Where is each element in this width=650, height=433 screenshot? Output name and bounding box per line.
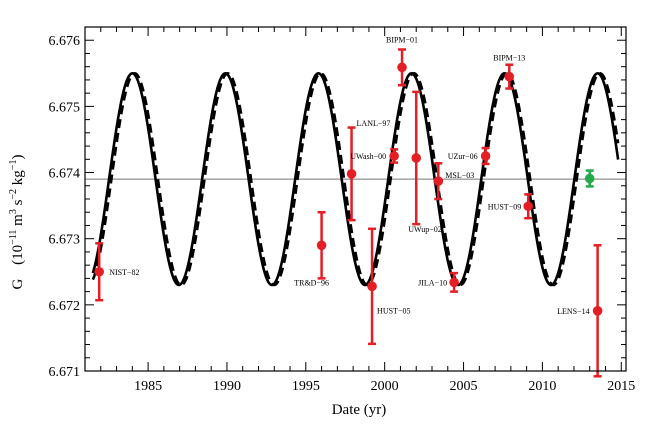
y-tick-label: 6.673 bbox=[49, 233, 81, 248]
point-label: TR&D−96 bbox=[294, 278, 329, 287]
fit-curves bbox=[91, 71, 620, 287]
point-label: BIPM−01 bbox=[386, 35, 418, 44]
point-marker bbox=[523, 201, 534, 212]
point-marker bbox=[316, 240, 327, 251]
data-point bbox=[316, 210, 327, 280]
y-axis-title: G (10−11 m3 s−2 kg−1) bbox=[8, 155, 26, 290]
x-tick-label: 2000 bbox=[371, 379, 399, 394]
x-tick-label: 2010 bbox=[528, 379, 556, 394]
plot-frame bbox=[84, 26, 627, 372]
data-point bbox=[584, 169, 595, 188]
point-marker bbox=[480, 151, 491, 161]
data-points: NIST−82 TR&D−96 LANL−97 HUST−05 UWash−00 BIPM… bbox=[94, 35, 603, 378]
point-label: NIST−82 bbox=[109, 268, 139, 277]
x-tick-label: 2015 bbox=[607, 379, 635, 394]
point-label: UWup−02 bbox=[408, 225, 442, 234]
point-marker bbox=[433, 176, 444, 186]
point-label: UWash−00 bbox=[350, 152, 386, 161]
point-marker bbox=[584, 173, 595, 184]
data-point bbox=[433, 162, 444, 201]
point-label: BIPM−13 bbox=[493, 54, 525, 63]
x-tick-label: 2005 bbox=[450, 379, 478, 394]
data-point bbox=[367, 227, 377, 346]
point-marker bbox=[397, 62, 407, 73]
point-label: MSL−03 bbox=[445, 171, 474, 180]
axes: 1985 1990 1995 2000 2005 2010 2015 6.671 6.672 6.… bbox=[49, 26, 635, 394]
y-tick-label: 6.672 bbox=[49, 299, 81, 314]
point-marker bbox=[389, 151, 399, 161]
data-point bbox=[449, 271, 459, 293]
data-point bbox=[504, 63, 515, 90]
point-label: HUST−05 bbox=[377, 306, 410, 315]
x-tick-label: 1985 bbox=[134, 379, 162, 394]
y-tick-label: 6.675 bbox=[49, 100, 81, 115]
point-label: LANL−97 bbox=[357, 119, 391, 128]
y-tick-label: 6.674 bbox=[49, 167, 81, 182]
y-tick-label: 6.671 bbox=[49, 365, 81, 380]
point-marker bbox=[449, 277, 459, 288]
data-point bbox=[389, 148, 399, 164]
dashed-fit-curve bbox=[91, 71, 620, 287]
y-tick-label: 6.676 bbox=[49, 34, 81, 49]
data-point bbox=[592, 244, 603, 378]
x-axis-title: Date (yr) bbox=[332, 402, 387, 418]
x-tick-label: 1990 bbox=[213, 379, 241, 394]
data-point bbox=[480, 146, 491, 166]
point-marker bbox=[592, 306, 603, 316]
point-label: UZur−06 bbox=[448, 152, 478, 161]
point-marker bbox=[367, 281, 377, 292]
point-label: JILA−10 bbox=[418, 278, 447, 287]
point-label: HUST−09 bbox=[488, 202, 521, 211]
data-point bbox=[523, 193, 534, 220]
point-marker bbox=[411, 153, 422, 163]
point-marker bbox=[504, 71, 515, 82]
point-marker bbox=[94, 266, 104, 277]
point-marker bbox=[346, 169, 357, 179]
data-point bbox=[94, 242, 104, 302]
solid-fit-curve bbox=[91, 71, 620, 287]
x-tick-label: 1995 bbox=[292, 379, 320, 394]
point-label: LENS−14 bbox=[557, 307, 590, 316]
data-point bbox=[346, 126, 357, 222]
data-point bbox=[411, 90, 422, 226]
data-point bbox=[397, 48, 407, 87]
